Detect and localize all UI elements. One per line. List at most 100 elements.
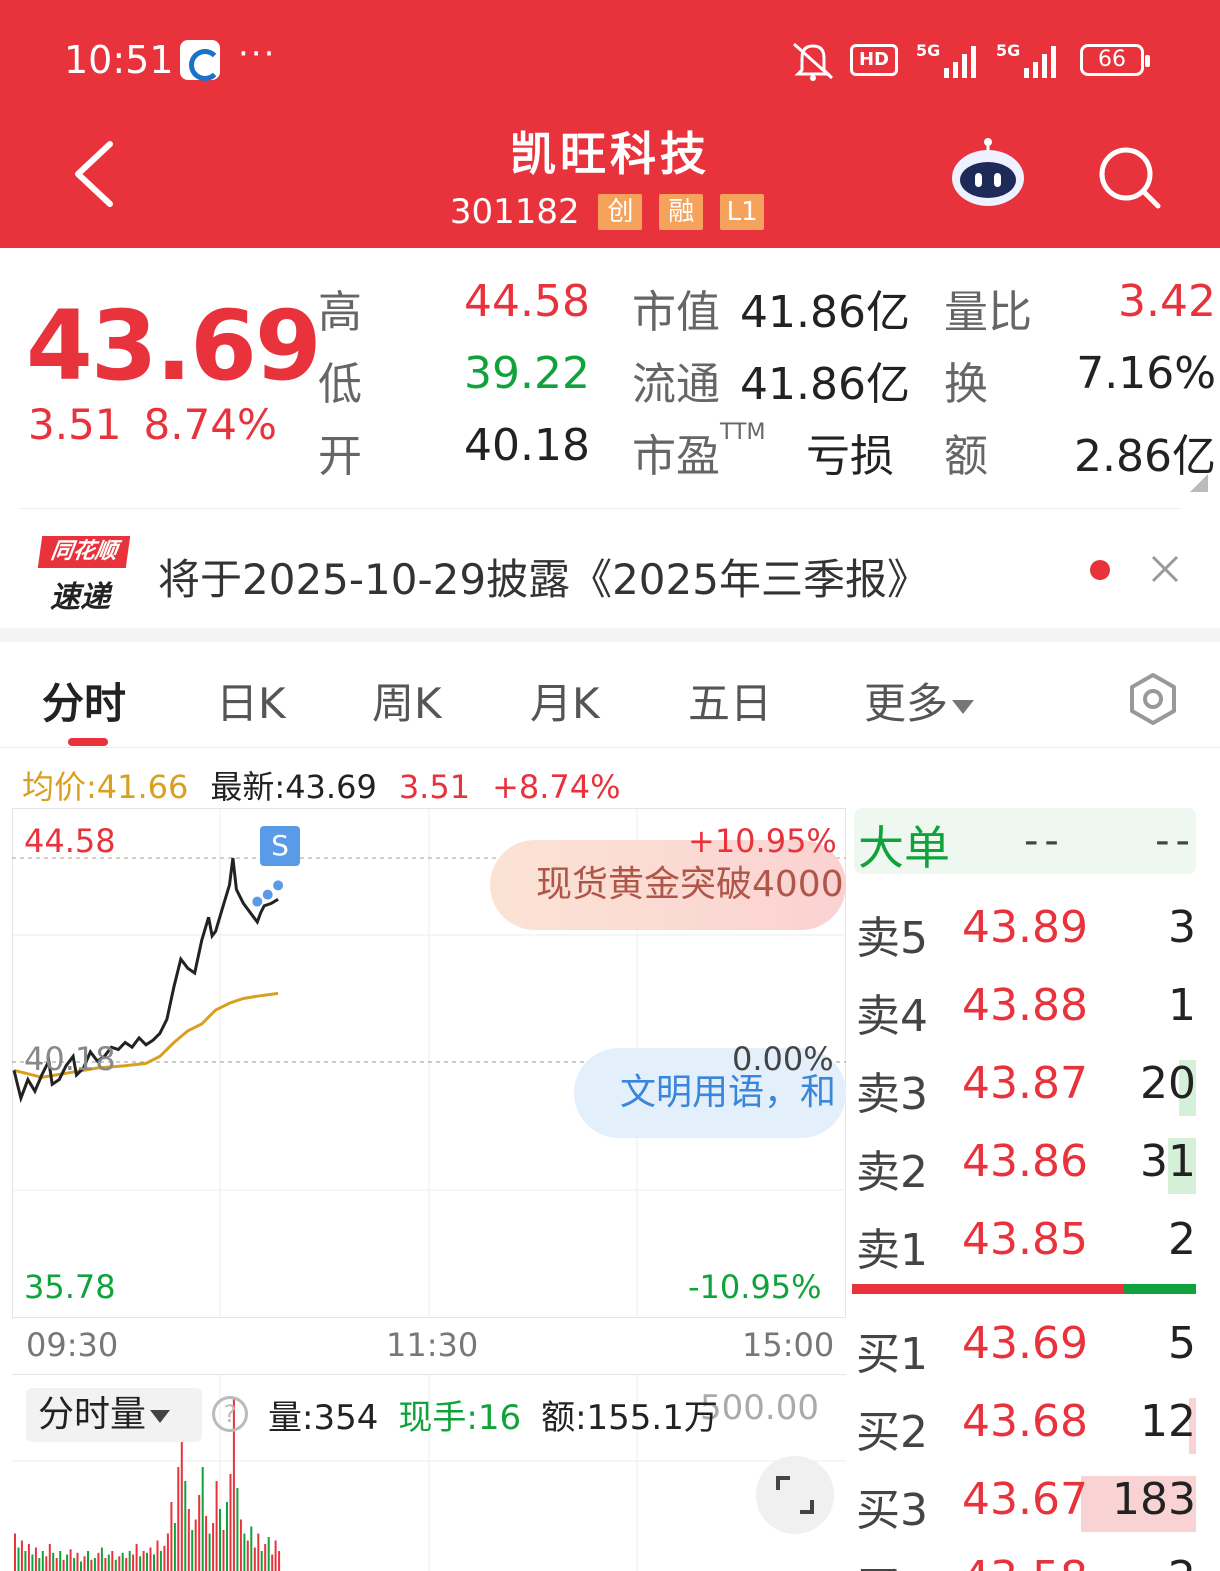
- fullscreen-icon[interactable]: [756, 1456, 834, 1534]
- volume-bar: [121, 1552, 124, 1571]
- avg-price: 均价:41.66: [22, 768, 189, 806]
- volume-bar: [191, 1530, 194, 1571]
- bid-3-label: 买3: [856, 1485, 928, 1536]
- tab-intraday[interactable]: 分时: [42, 679, 127, 728]
- bid-1-label: 买1: [856, 1329, 928, 1380]
- ask-4-qty: 1: [1168, 980, 1196, 1031]
- big-order-header[interactable]: 大单 -- --: [854, 808, 1196, 875]
- volume-bar: [87, 1551, 89, 1571]
- volume-type-label: 分时量: [38, 1394, 147, 1435]
- volume-bar: [59, 1551, 62, 1571]
- net-label: 5G: [916, 41, 940, 60]
- low-label: 低: [318, 359, 362, 410]
- big-order-label: 大单: [858, 821, 950, 875]
- float-label: 流通: [632, 359, 720, 410]
- bid-ask-ratio-bar: [852, 1284, 1196, 1294]
- bid-3-qty-bar: [1080, 1476, 1196, 1532]
- tab-daily-k[interactable]: 日K: [216, 679, 286, 728]
- sell-signal-badge[interactable]: S: [260, 826, 300, 866]
- volume-bar: [250, 1526, 253, 1571]
- current-price: 43.69: [26, 290, 322, 402]
- back-icon[interactable]: [64, 136, 128, 212]
- volume-bar: [128, 1551, 131, 1571]
- ask-row-2[interactable]: 卖2 43.86 31: [846, 1136, 1196, 1198]
- tab-weekly-k[interactable]: 周K: [372, 679, 442, 728]
- ask-row-1[interactable]: 卖1 43.85 2: [846, 1214, 1196, 1276]
- section-gap: [0, 628, 1220, 642]
- ask-5-price: 43.89: [962, 902, 1088, 953]
- divider: [20, 508, 1180, 509]
- volume-bar: [173, 1523, 176, 1571]
- price-line: [12, 857, 279, 1104]
- bid-3-qty: 183: [1112, 1474, 1196, 1525]
- bid-2-price: 43.68: [962, 1396, 1088, 1447]
- ask-row-4[interactable]: 卖4 43.88 1: [846, 980, 1196, 1042]
- active-tab-indicator: [68, 738, 108, 746]
- bid-1-price: 43.69: [962, 1318, 1088, 1369]
- volume-bar: [100, 1547, 103, 1571]
- help-icon[interactable]: ?: [212, 1396, 248, 1432]
- volume-bar: [55, 1558, 58, 1571]
- big-order-value-1: --: [1024, 818, 1065, 864]
- big-order-value-2: --: [1155, 818, 1196, 864]
- ask-row-3[interactable]: 卖3 43.87 20: [846, 1058, 1196, 1120]
- volume-bar: [31, 1554, 34, 1571]
- volume-bar: [222, 1530, 225, 1571]
- chat-bubble[interactable]: 文明用语，和: [574, 1048, 846, 1138]
- ask-row-5[interactable]: 卖5 43.89 3: [846, 902, 1196, 964]
- signal-dot: [262, 889, 273, 900]
- expand-quote-icon[interactable]: [1190, 474, 1208, 492]
- change-percent: 8.74%: [143, 400, 277, 449]
- volume-type-select[interactable]: 分时量: [26, 1388, 202, 1442]
- volume-bar: [257, 1533, 260, 1571]
- stock-code-row: 301182 创 融 L1: [0, 190, 1220, 232]
- volume-bar: [243, 1533, 246, 1571]
- search-icon[interactable]: [1096, 144, 1162, 210]
- news-headline[interactable]: 将于2025-10-29披露《2025年三季报》: [158, 555, 929, 604]
- close-icon[interactable]: [1150, 554, 1180, 584]
- caret-down-icon: [150, 1409, 171, 1423]
- status-icons: HD 5G 5G 66: [788, 38, 1158, 82]
- ask-2-label: 卖2: [856, 1147, 928, 1198]
- robot-assistant-icon[interactable]: [948, 136, 1028, 212]
- volume-bar: [93, 1558, 96, 1571]
- volume-bar: [73, 1558, 76, 1571]
- tab-five-day[interactable]: 五日: [688, 679, 773, 728]
- logo-bottom-text: 速递: [50, 580, 110, 615]
- bid-row-1[interactable]: 买1 43.69 5: [846, 1318, 1196, 1380]
- pe-value: 亏损: [806, 431, 894, 482]
- volume-bar: [153, 1554, 155, 1571]
- info-change-pct: +8.74%: [492, 768, 621, 806]
- price-change: 3.51 8.74%: [28, 400, 299, 449]
- volume-bar: [17, 1547, 20, 1571]
- ask-3-qty-bar: [1178, 1060, 1196, 1116]
- volume-bar: [62, 1559, 65, 1571]
- pct-max-label: +10.95%: [688, 822, 837, 860]
- ask-1-qty: 2: [1168, 1214, 1196, 1265]
- volume-bar: [27, 1544, 30, 1571]
- bid-4-qty: 2: [1168, 1552, 1196, 1571]
- volume-bar: [83, 1556, 86, 1571]
- tag-chuang: 创: [598, 193, 643, 230]
- intraday-chart[interactable]: [12, 808, 846, 1318]
- volume-bar: [219, 1509, 221, 1571]
- stock-header: 10:51 ··· HD 5G 5G 66 凯旺科技 301182 创 融 L1: [0, 0, 1220, 248]
- settings-icon[interactable]: [1126, 672, 1180, 726]
- bid-row-2[interactable]: 买2 43.68 12: [846, 1396, 1196, 1458]
- bid-row-3[interactable]: 买3 43.67 183: [846, 1474, 1196, 1536]
- tab-monthly-k[interactable]: 月K: [530, 679, 600, 728]
- news-bubble[interactable]: 现货黄金突破4000: [490, 840, 846, 930]
- pct-mid-label: 0.00%: [732, 1040, 834, 1078]
- volume-bar: [52, 1552, 55, 1571]
- amount-label: 额: [944, 431, 988, 482]
- volume-bar: [139, 1556, 142, 1571]
- volume-bar: [14, 1533, 16, 1571]
- ask-3-price: 43.87: [962, 1058, 1088, 1109]
- tab-more[interactable]: 更多: [864, 670, 975, 731]
- y-min-label: 35.78: [24, 1268, 116, 1306]
- bid-row-4[interactable]: 买4 43.58 2: [846, 1552, 1196, 1571]
- turnover-value: 7.16%: [1076, 348, 1216, 399]
- volume-svg: [12, 1375, 846, 1571]
- change-amount: 3.51: [28, 400, 122, 449]
- volume-bar: [90, 1559, 93, 1571]
